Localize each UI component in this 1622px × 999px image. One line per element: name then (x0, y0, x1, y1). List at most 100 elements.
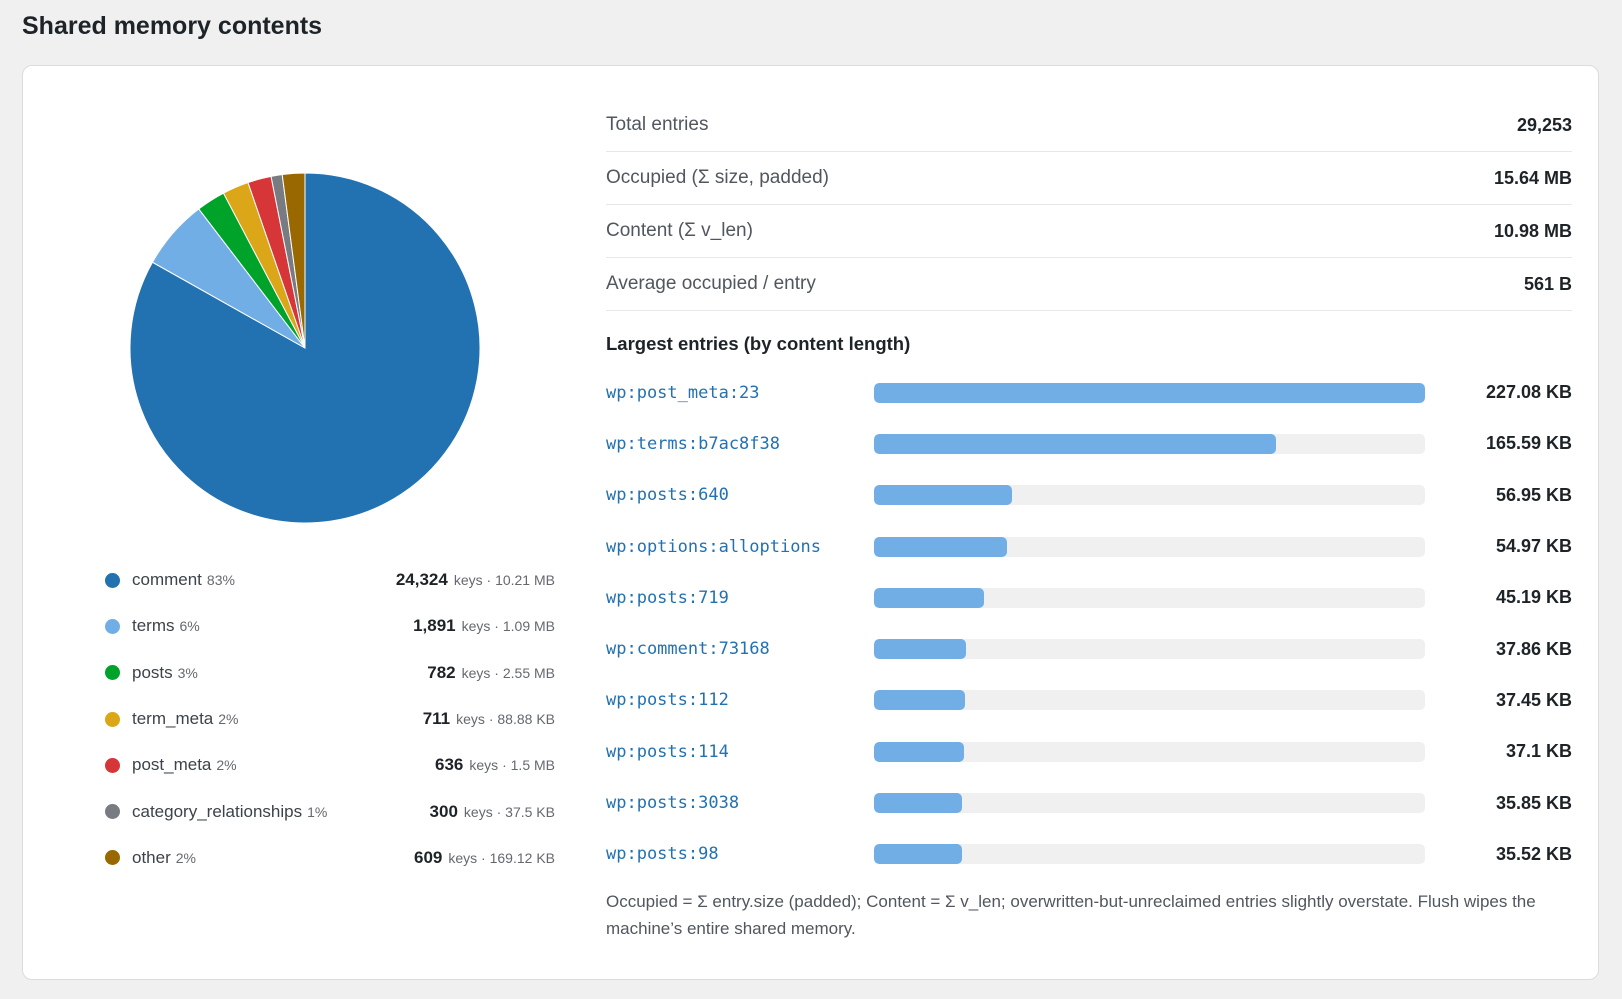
entry-bar-fill (874, 587, 984, 608)
entry-bar-fill (874, 433, 1276, 454)
legend-size: 1.09 MB (502, 618, 555, 635)
legend-size: 88.88 KB (497, 711, 555, 728)
page-title: Shared memory contents (22, 12, 323, 40)
entry-size: 37.1 KB (1505, 741, 1572, 762)
legend-label: posts (132, 662, 173, 682)
entry-key-link[interactable]: wp:comment:73168 (606, 639, 770, 660)
stat-label: Content (Σ v_len) (606, 220, 753, 241)
entry-bar-track (874, 433, 1425, 454)
legend-percent: 2% (216, 757, 237, 774)
legend-key-count: 711 (422, 709, 451, 729)
stat-label: Total entries (606, 114, 709, 135)
entry-bar-track (874, 485, 1425, 506)
legend-keys-word: keys (448, 849, 478, 866)
legend-separator: · (477, 849, 490, 866)
legend-color-dot (105, 618, 120, 634)
entry-size: 37.86 KB (1495, 638, 1572, 659)
entry-size: 45.19 KB (1495, 587, 1572, 608)
entry-row: wp:terms:b7ac8f38 165.59 KB (606, 418, 1572, 469)
legend-label: term_meta (132, 709, 214, 729)
entry-bar-fill (874, 690, 965, 711)
legend-item: category_relationships 1% 300 keys · 37.5 K… (85, 788, 555, 834)
legend-color-dot (105, 711, 120, 727)
entry-key-link[interactable]: wp:options:alloptions (606, 536, 821, 557)
entry-key-link[interactable]: wp:posts:112 (606, 690, 729, 711)
legend-size: 169.12 KB (489, 849, 555, 866)
entry-key-link[interactable]: wp:posts:719 (606, 587, 729, 608)
legend-detail: 609 keys · 169.12 KB (414, 848, 555, 868)
entry-key-link[interactable]: wp:post_meta:23 (606, 382, 760, 403)
legend-key-count: 300 (429, 801, 458, 821)
entry-bar-track (874, 639, 1425, 660)
legend-keys-word: keys (469, 757, 499, 774)
legend-detail: 24,324 keys · 10.21 MB (396, 570, 555, 590)
legend-separator: · (498, 757, 511, 774)
stat-value: 29,253 (1516, 114, 1572, 135)
stat-label: Average occupied / entry (606, 273, 816, 294)
legend-item: comment 83% 24,324 keys · 10.21 MB (85, 557, 555, 603)
entry-key-link[interactable]: wp:posts:114 (606, 741, 729, 762)
entry-bar-track (874, 536, 1425, 557)
legend-separator: · (490, 664, 503, 681)
legend-color-dot (105, 572, 120, 588)
legend-keys-word: keys (461, 618, 491, 635)
entry-bar-fill (874, 639, 966, 660)
entry-size: 56.95 KB (1495, 484, 1572, 505)
legend-keys-word: keys (453, 572, 483, 589)
legend-key-count: 24,324 (395, 570, 448, 590)
legend-separator: · (490, 618, 503, 635)
legend-label: category_relationships (132, 801, 303, 821)
legend-item: terms 6% 1,891 keys · 1.09 MB (85, 603, 555, 649)
stat-value: 10.98 MB (1493, 220, 1572, 241)
largest-entries-list: wp:post_meta:23 227.08 KB wp:terms:b7ac8f3… (606, 367, 1572, 880)
entry-row: wp:options:alloptions 54.97 KB (606, 521, 1572, 572)
entry-key-link[interactable]: wp:posts:98 (606, 844, 719, 865)
stat-row: Occupied (Σ size, padded) 15.64 MB (606, 152, 1572, 205)
entry-size: 35.85 KB (1495, 792, 1572, 813)
entry-bar-track (874, 844, 1425, 865)
entry-key-link[interactable]: wp:posts:640 (606, 485, 729, 506)
legend-percent: 83% (206, 572, 235, 589)
largest-entries-heading: Largest entries (by content length) (606, 333, 911, 354)
pie-chart-svg (129, 172, 481, 524)
entry-key-link[interactable]: wp:terms:b7ac8f38 (606, 433, 780, 454)
pie-legend: comment 83% 24,324 keys · 10.21 MB terms 6% 1,… (85, 557, 555, 881)
entry-size: 165.59 KB (1485, 433, 1572, 454)
legend-key-count: 636 (435, 755, 464, 775)
entry-bar-fill (874, 536, 1008, 557)
stat-row: Content (Σ v_len) 10.98 MB (606, 205, 1572, 258)
entry-bar-track (874, 587, 1425, 608)
stat-row: Average occupied / entry 561 B (606, 258, 1572, 311)
legend-detail: 782 keys · 2.55 MB (427, 663, 555, 683)
legend-size: 1.5 MB (510, 757, 555, 774)
legend-percent: 2% (175, 849, 196, 866)
legend-item: term_meta 2% 711 keys · 88.88 KB (85, 696, 555, 742)
entry-key-link[interactable]: wp:posts:3038 (606, 793, 740, 814)
legend-item: other 2% 609 keys · 169.12 KB (85, 835, 555, 881)
stat-label: Occupied (Σ size, padded) (606, 167, 829, 188)
entry-row: wp:posts:640 56.95 KB (606, 470, 1572, 521)
legend-key-count: 782 (427, 662, 456, 682)
legend-percent: 2% (218, 711, 239, 728)
legend-color-dot (105, 757, 120, 773)
stat-value: 561 B (1523, 273, 1572, 294)
legend-keys-word: keys (461, 664, 491, 681)
legend-item: posts 3% 782 keys · 2.55 MB (85, 650, 555, 696)
entry-bar-fill (874, 382, 1425, 403)
legend-label: comment (132, 570, 202, 590)
legend-separator: · (492, 803, 506, 820)
legend-detail: 636 keys · 1.5 MB (435, 755, 555, 775)
legend-detail: 1,891 keys · 1.09 MB (413, 616, 555, 636)
entry-size: 37.45 KB (1495, 689, 1572, 710)
entry-row: wp:posts:114 37.1 KB (606, 726, 1572, 777)
footnote: Occupied = Σ entry.size (padded); Conten… (606, 891, 1536, 938)
entry-size: 54.97 KB (1495, 536, 1572, 557)
legend-color-dot (105, 850, 120, 866)
stats-panel: Total entries 29,253 Occupied (Σ size, pad… (606, 99, 1572, 942)
legend-size: 37.5 KB (505, 803, 555, 820)
legend-separator: · (484, 711, 498, 728)
entry-bar-fill (874, 741, 965, 762)
entry-bar-track (874, 690, 1425, 711)
legend-detail: 711 keys · 88.88 KB (423, 709, 555, 729)
legend-key-count: 1,891 (413, 616, 456, 636)
